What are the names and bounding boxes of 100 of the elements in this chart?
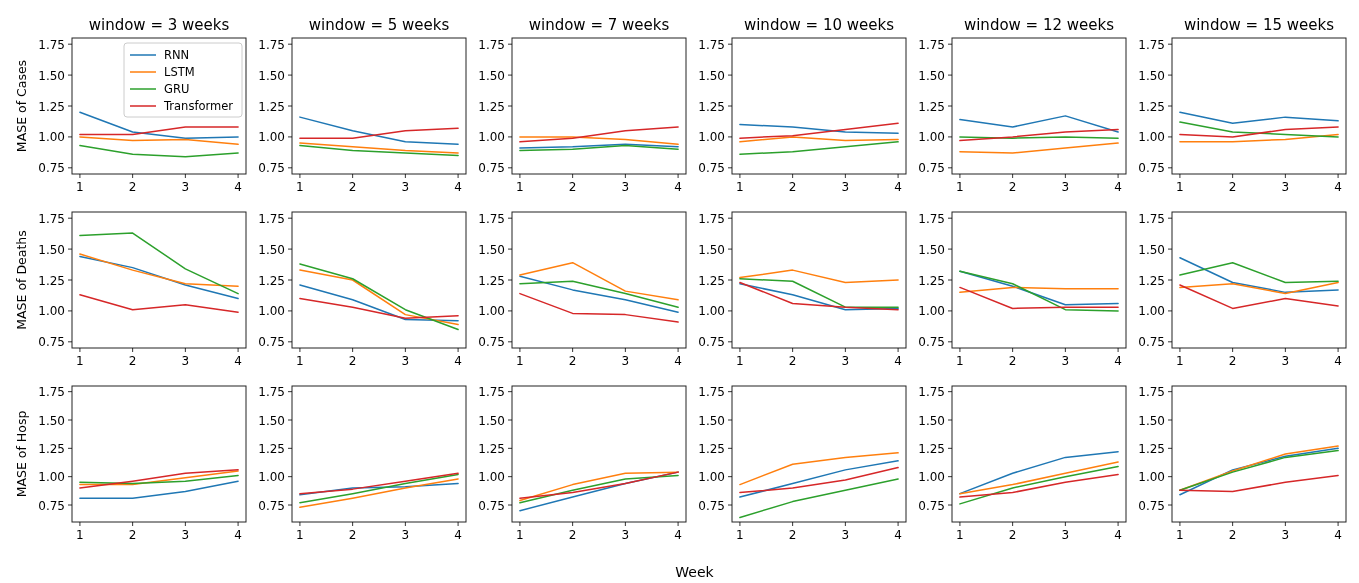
x-tick-label: 2 [568,528,577,542]
y-tick-label: 1.50 [478,68,505,83]
line-series [959,450,1119,495]
line-series [519,126,679,143]
y-tick-label: 0.75 [258,161,285,176]
line-series [1179,111,1339,125]
x-tick-label: 3 [1061,528,1070,542]
x-tick-label: 4 [894,180,902,194]
y-axis-title: MASE of Deaths [14,230,29,330]
x-tick-label: 4 [674,528,682,542]
y-tick-label: 1.25 [38,99,65,114]
x-tick-label: 2 [348,528,357,542]
x-tick-label: 4 [674,354,682,368]
chart-title: window = 3 weeks [88,16,230,34]
y-tick-label: 1.00 [38,470,65,485]
x-tick-label: 3 [401,528,410,542]
y-tick-label: 0.75 [918,335,945,350]
x-tick-label: 2 [1228,528,1237,542]
line-series [1179,284,1339,310]
line-series [959,128,1119,142]
line-series [959,473,1119,498]
x-axis-title: Week [675,564,715,580]
line-series [1179,474,1339,493]
y-tick-label: 1.50 [478,413,505,428]
x-tick-label: 3 [621,528,630,542]
y-tick-label: 1.25 [258,441,285,456]
x-tick-label: 2 [128,180,137,194]
x-tick-label: 2 [128,528,137,542]
x-tick-label: 3 [1061,180,1070,194]
line-series [739,460,899,498]
x-tick-label: 4 [1334,354,1342,368]
x-tick-label: 1 [956,354,964,368]
x-tick-label: 2 [788,354,797,368]
x-tick-label: 3 [1281,354,1290,368]
x-tick-label: 2 [568,180,577,194]
line-series [959,465,1119,505]
y-tick-label: 0.75 [1138,498,1165,513]
y-tick-label: 1.25 [478,99,505,114]
line-series [739,141,899,155]
y-tick-label: 1.25 [258,273,285,288]
line-series [299,482,459,496]
y-tick-label: 1.25 [698,441,725,456]
x-tick-label: 4 [674,180,682,194]
line-series [1179,126,1339,138]
line-series [299,263,459,331]
y-tick-label: 1.75 [698,211,725,226]
line-series [79,144,239,158]
x-tick-label: 4 [234,528,242,542]
y-tick-label: 1.75 [918,211,945,226]
x-tick-label: 3 [621,180,630,194]
y-tick-label: 1.00 [478,304,505,319]
y-tick-label: 1.75 [1138,37,1165,52]
y-tick-label: 1.25 [1138,441,1165,456]
x-tick-label: 1 [1176,528,1184,542]
y-tick-label: 0.75 [38,335,65,350]
x-tick-label: 2 [1228,354,1237,368]
chart-title: window = 7 weeks [528,16,670,34]
line-series [1179,261,1339,284]
y-tick-label: 1.25 [478,273,505,288]
line-series [519,292,679,323]
x-tick-label: 2 [568,354,577,368]
y-tick-label: 1.25 [258,99,285,114]
line-series [1179,121,1339,138]
legend-label: RNN [164,48,190,62]
y-tick-label: 1.75 [918,37,945,52]
x-tick-label: 3 [401,354,410,368]
y-tick-label: 1.75 [918,385,945,400]
y-tick-label: 1.75 [698,37,725,52]
x-tick-label: 1 [296,528,304,542]
line-series [739,123,899,134]
y-tick-label: 0.75 [258,335,285,350]
x-tick-label: 4 [1334,180,1342,194]
y-tick-label: 1.75 [1138,211,1165,226]
x-tick-label: 4 [454,528,462,542]
y-tick-label: 1.25 [698,99,725,114]
line-series [959,142,1119,154]
y-tick-label: 1.50 [38,68,65,83]
x-tick-label: 3 [1281,528,1290,542]
x-tick-label: 4 [894,354,902,368]
y-tick-label: 1.00 [918,130,945,145]
x-tick-label: 4 [454,354,462,368]
y-tick-label: 1.00 [478,470,505,485]
x-tick-label: 1 [516,180,524,194]
legend-label: LSTM [164,65,195,79]
line-series [79,255,239,300]
y-tick-label: 1.25 [1138,273,1165,288]
y-tick-label: 0.75 [1138,161,1165,176]
y-tick-label: 1.75 [478,211,505,226]
y-tick-label: 1.25 [38,441,65,456]
line-series [299,116,459,146]
line-series [79,294,239,313]
y-tick-label: 1.25 [1138,99,1165,114]
y-tick-label: 1.50 [258,68,285,83]
x-tick-label: 2 [348,354,357,368]
y-tick-label: 1.00 [478,130,505,145]
y-tick-label: 0.75 [38,498,65,513]
y-tick-label: 0.75 [1138,335,1165,350]
y-tick-label: 1.00 [698,304,725,319]
x-tick-label: 1 [516,528,524,542]
x-tick-label: 3 [841,528,850,542]
